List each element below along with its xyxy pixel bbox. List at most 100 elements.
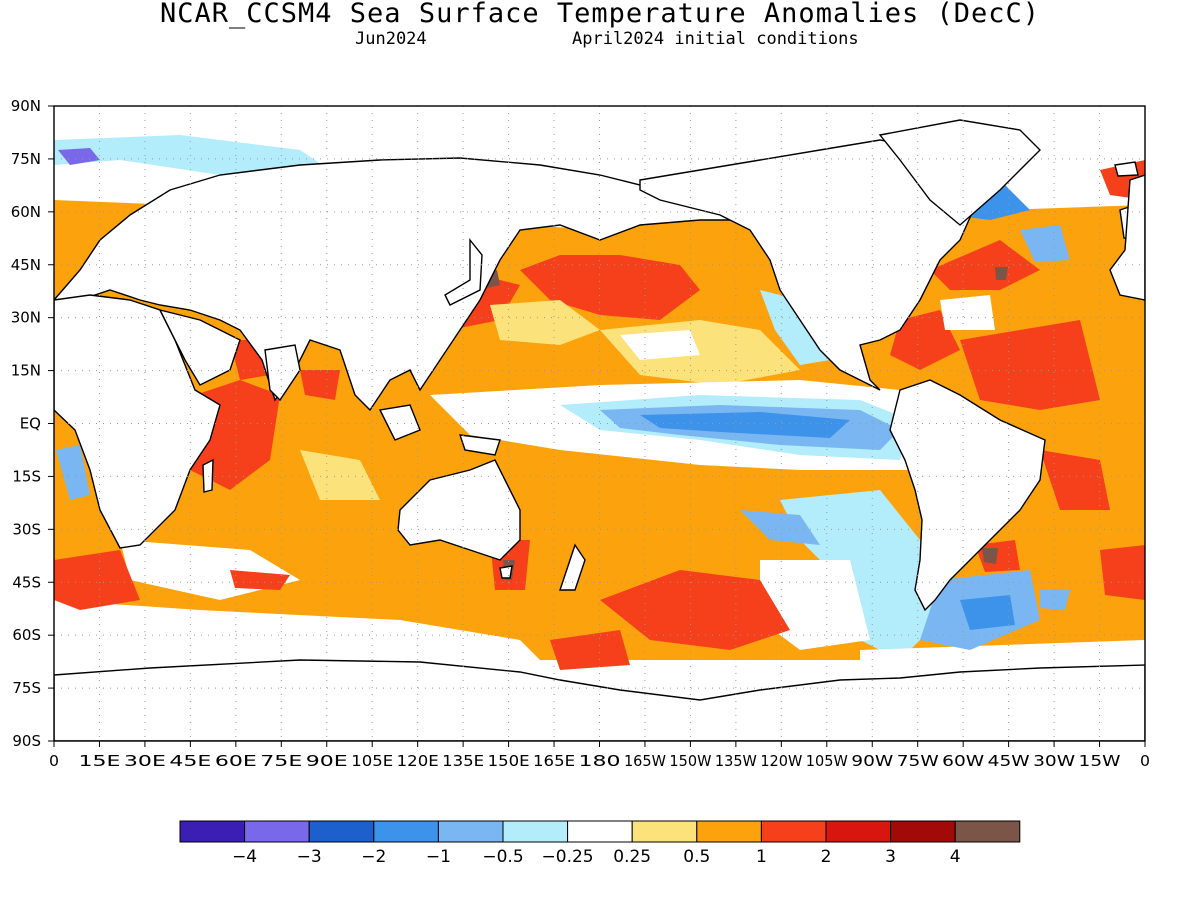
anomaly-region [960,595,1015,630]
anomaly-region [960,320,1100,410]
iceland [1114,161,1139,177]
anomaly-region [300,370,340,400]
longitude-label: 45W [988,752,1030,770]
south-america [889,379,1046,612]
longitude-label: 150E [488,752,530,770]
longitude-label: 75W [897,752,939,770]
longitude-label: 60W [942,752,984,770]
longitude-label: 30W [1033,752,1075,770]
colorbar-swatch [954,820,1021,843]
japan [444,238,483,306]
anomaly-region [1020,225,1070,262]
anomaly-region [54,550,140,610]
latitude-label: 15S [12,467,41,485]
colorbar-label: 4 [950,847,961,867]
latitude-label: 75S [12,679,41,697]
latitude-label: 30S [12,520,41,538]
longitude-label: 120W [760,752,802,770]
latitude-label: 45N [11,256,41,274]
longitude-label: 0 [49,752,59,770]
colorbar-swatch [760,820,827,843]
longitude-label: 90E [306,752,348,770]
anomaly-region [230,570,290,590]
colorbar-swatch [373,820,439,843]
longitude-labels: 0 15E 30E 45E 60E 75E 90E 105E 120E 135E 150E 165E 1… [49,741,1150,770]
maritime-continent [378,404,421,441]
colorbar-label: −4 [232,847,257,867]
anomaly-region [620,330,700,360]
new-guinea [458,434,501,456]
longitude-label: 30E [124,752,166,770]
colorbar-labels: −4 −3 −2 −1 −0.5 −0.25 0.25 0.5 1 2 3 4 [232,847,961,867]
longitude-label: 150W [669,752,711,770]
colorbar-swatch [308,820,375,843]
initial-conditions: April2024 initial conditions [572,29,859,49]
anomaly-region [58,148,100,165]
anomaly-region [54,135,330,175]
anomaly-region [56,445,90,500]
anomaly-region [600,570,790,650]
colorbar-swatch [567,820,633,843]
latitude-label: 45S [12,573,41,591]
longitude-label: 180 [579,752,621,770]
longitude-label: 15W [1079,752,1121,770]
anomaly-region [300,450,380,500]
eurasia [54,157,742,412]
latitude-label: 90S [12,732,41,750]
colorbar-label: 3 [885,847,896,867]
anomaly-region [490,300,600,345]
gridlines [54,106,1145,741]
colorbar-swatch [502,820,569,843]
anomaly-region [982,548,998,564]
europe [1109,174,1145,301]
map-title: NCAR_CCSM4 Sea Surface Temperature Anoma… [159,0,1041,29]
latitude-label: 15N [11,362,41,380]
longitude-label: 135E [442,752,484,770]
longitude-label: 90W [851,752,893,770]
longitude-label: 0 [1140,752,1150,770]
arabia [158,308,241,386]
new-zealand [559,543,586,591]
anomaly-region [640,412,850,438]
latitude-label: 90N [11,97,41,115]
longitude-label: 105E [351,752,393,770]
longitude-label: 60E [215,752,257,770]
colorbar-label: 2 [821,847,832,867]
anomaly-region [890,310,960,370]
longitude-label: 75E [260,752,302,770]
antarctica [54,659,1145,741]
longitude-label: 15E [78,752,120,770]
longitude-label: 120E [397,752,439,770]
anomaly-region [760,290,830,365]
longitude-label: 105W [806,752,848,770]
colorbar-swatch [825,820,892,843]
anomaly-region [780,490,940,660]
latitude-label: EQ [20,415,41,433]
greenland [878,119,1041,226]
longitude-label: 135W [715,752,757,770]
colorbar-label: −0.5 [482,847,523,867]
colorbar-swatch [890,820,956,843]
colorbar-swatch [437,820,504,843]
longitude-label: 165W [624,752,666,770]
colorbar-swatch [179,820,246,843]
colorbar-label: 0.25 [613,847,651,867]
anomaly-region [860,640,1145,660]
colorbar-swatch [696,820,762,843]
australia [397,459,521,561]
india [264,344,301,402]
anomaly-region [1040,450,1110,510]
longitude-label: 165E [533,752,575,770]
anomaly-region [550,630,630,670]
colorbar-label: −2 [361,847,386,867]
colorbar [179,820,1021,843]
latitude-label: 60S [12,626,41,644]
longitude-label: 45E [169,752,211,770]
colorbar-label: −3 [297,847,322,867]
anomaly-region [54,600,540,660]
colorbar-label: 1 [756,847,767,867]
anomaly-region [1040,590,1070,610]
colorbar-label: 0.5 [683,847,710,867]
latitude-labels: 90N 75N 60N 45N 30N 15N EQ 15S 30S 45S 60S 75S 90S [11,97,54,750]
